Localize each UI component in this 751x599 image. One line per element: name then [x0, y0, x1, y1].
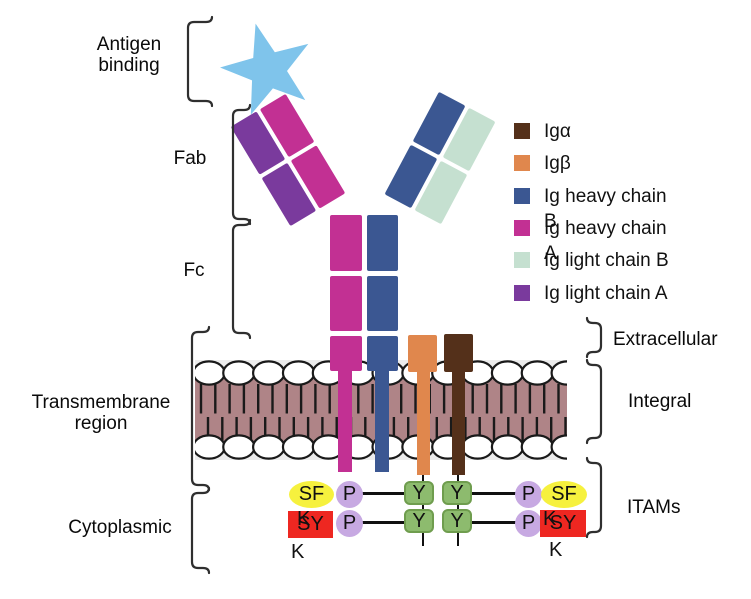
ig-alpha-swatch — [514, 123, 530, 139]
itam-tyrosine: Y — [404, 481, 434, 505]
antigen-star — [220, 23, 309, 115]
legend-item-ig-beta: Igβ — [514, 153, 571, 174]
ig-heavy-chain-a-swatch — [514, 220, 530, 236]
cytoplasmic-label: Cytoplasmic — [68, 517, 172, 538]
legend-item-label: Ig light chain B — [544, 250, 669, 271]
sfk-label-wrap-k: K — [543, 508, 557, 530]
lipid-head — [195, 434, 226, 460]
sfk-label: SF — [298, 483, 325, 505]
syk-label-wrap-k: K — [549, 539, 563, 561]
legend-item-label: Igα — [544, 121, 571, 142]
integral-label: Integral — [628, 391, 692, 412]
ig-beta-extracellular-domain — [408, 335, 437, 372]
ig-heavy-chain-a-domain — [330, 336, 362, 371]
fab-arm-right — [384, 91, 496, 225]
tyrosine-label: Y — [412, 481, 426, 504]
ig-light-chain-a-swatch — [514, 285, 530, 301]
tyrosine-label: Y — [412, 509, 426, 532]
syk-kinase-left: SY — [288, 511, 333, 538]
lipid-head — [520, 434, 555, 460]
syk-label: SY — [297, 513, 324, 535]
legend-item-ig-light-chain-b: Ig light chain B — [514, 250, 669, 271]
tyrosine-label: Y — [450, 481, 464, 504]
heavy-chain-b-transmembrane-tail — [375, 370, 389, 472]
lipid-head — [222, 434, 256, 460]
transmembrane-region-label: Transmembrane region — [31, 392, 171, 434]
phosphate-group: P — [336, 510, 363, 537]
lipid-head — [520, 360, 555, 386]
ig-heavy-chain-b-domain — [367, 276, 398, 331]
legend-item-label: Ig heavy chain — [544, 218, 667, 239]
phosphate-label: P — [521, 512, 536, 534]
lipid-head — [490, 434, 525, 460]
ig-alpha-transmembrane-tail — [452, 371, 465, 475]
tyrosine-label: Y — [450, 509, 464, 532]
extracellular-label: Extracellular — [613, 329, 718, 350]
legend-item-ig-heavy-chain-a: Ig heavy chain A — [514, 218, 667, 264]
lipid-head — [550, 434, 567, 460]
syk-label: SY — [549, 512, 577, 534]
ig-beta-itam-backbone-line — [422, 467, 424, 546]
itams-bracket — [585, 456, 603, 539]
sfk-kinase-left: SF — [289, 481, 334, 508]
lipid-head — [195, 360, 226, 386]
ig-heavy-chain-b-swatch — [514, 188, 530, 204]
heavy-chain-a-transmembrane-tail — [338, 370, 352, 472]
syk-kinase-right: SY — [540, 510, 586, 537]
legend-item-ig-alpha: Igα — [514, 121, 571, 142]
legend-item-label: Igβ — [544, 153, 571, 174]
lipid-head — [251, 434, 286, 460]
itam-tyrosine: Y — [442, 481, 472, 505]
phosphate-label: P — [521, 483, 536, 505]
lipid-head — [550, 360, 567, 386]
ig-heavy-chain-b-domain — [367, 215, 398, 271]
phosphate-label: P — [342, 512, 357, 534]
legend-item-ig-light-chain-a: Ig light chain A — [514, 283, 668, 304]
antigen-star-shape — [220, 23, 309, 115]
phosphate-group: P — [515, 481, 542, 508]
fc-bracket — [231, 218, 252, 340]
itam-connector-line — [362, 492, 405, 495]
ig-alpha-itam-backbone-line — [457, 467, 459, 546]
syk-label-wrap-k: K — [291, 541, 305, 563]
legend-item-ig-heavy-chain-b: Ig heavy chain B — [514, 186, 667, 232]
itams-label: ITAMs — [627, 497, 681, 518]
antigen-binding-label: Antigen binding — [96, 34, 162, 76]
ig-heavy-chain-a-domain — [330, 276, 362, 331]
fab-label: Fab — [173, 148, 207, 169]
cytoplasmic-bracket — [190, 486, 211, 575]
itam-connector-line — [471, 492, 516, 495]
fc-label: Fc — [183, 260, 205, 281]
ig-heavy-chain-b-domain — [367, 336, 398, 371]
legend-item-label-wrap: A — [544, 243, 557, 264]
itam-connector-line — [362, 521, 405, 524]
ig-light-chain-b-swatch — [514, 252, 530, 268]
legend-item-label-wrap: B — [544, 211, 557, 232]
ig-heavy-chain-a-domain — [330, 215, 362, 271]
legend-item-label: Ig heavy chain — [544, 186, 667, 207]
ig-alpha-extracellular-domain — [444, 334, 473, 372]
itam-tyrosine: Y — [404, 509, 434, 533]
lipid-head — [281, 360, 316, 386]
itam-connector-line — [471, 521, 516, 524]
lipid-head — [460, 434, 495, 460]
itam-tyrosine: Y — [442, 509, 472, 533]
sfk-label: SF — [551, 483, 577, 505]
sfk-label-wrap-k: K — [297, 508, 311, 530]
extracellular-bracket — [585, 316, 603, 359]
ig-beta-swatch — [514, 155, 530, 171]
phosphate-group: P — [515, 510, 542, 537]
phosphate-label: P — [342, 483, 357, 505]
sfk-kinase-right: SF — [541, 481, 587, 508]
antigen-binding-bracket — [186, 15, 214, 108]
lipid-head — [490, 360, 525, 386]
integral-bracket — [585, 358, 603, 445]
lipid-head — [251, 360, 286, 386]
lipid-head — [281, 434, 316, 460]
phosphate-group: P — [336, 481, 363, 508]
legend-item-label: Ig light chain A — [544, 283, 668, 304]
ig-beta-transmembrane-tail — [417, 371, 430, 475]
lipid-head — [222, 360, 256, 386]
